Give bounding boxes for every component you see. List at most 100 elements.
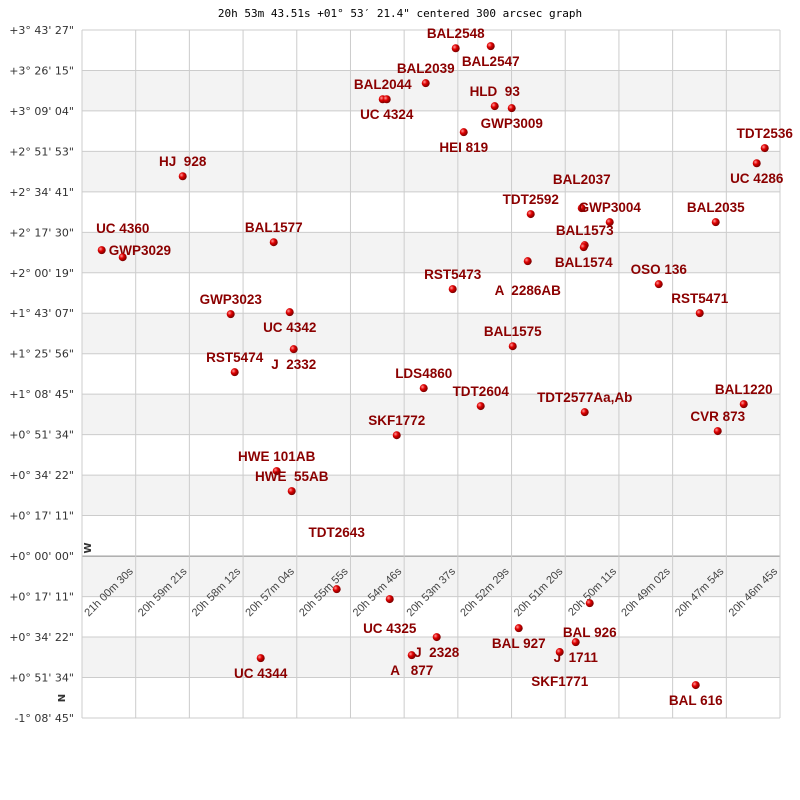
star-label: BAL 616 [669,693,723,708]
star-point: TDT2536 [737,126,794,153]
band [82,394,780,435]
star-point: TDT2604 [453,384,509,411]
y-tick-label: +0° 51' 34" [9,429,74,442]
star-marker [285,308,294,317]
star-marker [476,402,485,411]
y-tick-label: +2° 51' 53" [9,145,74,158]
background-bands [82,30,780,718]
y-tick-label: +2° 17' 30" [9,226,74,239]
star-marker [407,651,416,660]
star-point: GWP3023 [200,292,263,319]
star-marker [289,345,298,354]
star-marker [256,654,265,663]
y-tick-label: +1° 25' 56" [9,348,74,361]
star-marker [490,102,499,111]
star-label: UC 4325 [363,621,417,636]
band [82,151,780,192]
star-label: BAL1220 [715,382,773,397]
star-point: SKF1772 [368,413,425,440]
star-label: HEI 819 [439,140,488,155]
star-label: BAL2039 [397,61,455,76]
star-point: HJ 928 [159,154,207,181]
y-tick-label: +1° 43' 07" [9,307,74,320]
star-label: BAL1577 [245,220,303,235]
star-marker [432,633,441,642]
band [82,313,780,354]
star-label: TDT2643 [309,525,366,540]
star-label: TDT2536 [737,126,794,141]
star-point: BAL 927 [492,624,546,651]
star-point: UC 4342 [263,308,316,335]
star-marker [272,467,281,476]
star-marker [695,309,704,318]
star-label: TDT2592 [503,192,559,207]
star-label: UC 4324 [360,107,414,122]
star-label: OSO 136 [631,262,688,277]
y-tick-label: +0° 17' 11" [9,510,74,523]
y-axis-ticks: +3° 43' 27" +3° 26' 15" +3° 09' 04" +2° 51'… [9,24,74,725]
y-tick-label: +1° 08' 45" [9,388,74,401]
star-marker [571,638,580,647]
star-marker [523,257,532,266]
star-marker [691,681,700,690]
star-point: TDT2592 [503,192,559,219]
star-label: TDT2577Aa,Ab [537,390,632,405]
star-point: HWE 101AB [238,449,316,476]
star-label: RST5474 [206,350,264,365]
star-point: GWP3004 [579,200,642,227]
star-marker [739,400,748,409]
star-label: BAL 926 [563,625,617,640]
star-label: LDS4860 [395,366,452,381]
star-point: BAL1575 [484,324,542,351]
star-point: OSO 136 [631,262,688,289]
y-tick-label: +0° 34' 22" [9,631,74,644]
star-point: BAL 616 [669,681,723,708]
star-label: BAL1575 [484,324,542,339]
star-label: HWE 55AB [255,469,329,484]
star-label: HWE 101AB [238,449,316,464]
star-label: GWP3023 [200,292,263,307]
star-marker [486,42,495,51]
star-marker [287,487,296,496]
star-point: BAL2548 [427,26,485,53]
star-label: BAL1573 [556,223,614,238]
star-marker [392,431,401,440]
star-point: BAL1577 [245,220,303,247]
star-marker [419,384,428,393]
star-label: SKF1772 [368,413,425,428]
star-marker [577,204,586,213]
star-point: HLD 93 [470,84,520,111]
plot-area [82,30,780,718]
star-point: RST5474 [206,350,264,377]
star-label: BAL1574 [555,255,613,270]
star-label: SKF1771 [531,674,589,689]
band [82,232,780,273]
chart-title: 20h 53m 43.51s +01° 53′ 21.4" centered 3… [218,7,582,20]
y-tick-label: +0° 00' 00" [9,550,74,563]
star-label: BAL2044 [354,77,412,92]
star-point: UC 4360 [96,221,149,262]
star-point: J 1711 [554,638,598,665]
star-point: J 2332 [271,345,316,372]
star-label: GWP3009 [481,116,543,131]
star-label: HJ 928 [159,154,207,169]
star-label: BAL 927 [492,636,546,651]
star-point: BAL1220 [715,382,773,409]
star-marker [585,599,594,608]
star-point: TDT2577Aa,Ab [537,390,632,417]
star-marker [459,128,468,137]
star-label: UC 4286 [730,171,784,186]
y-tick-label: +3° 09' 04" [9,105,74,118]
star-point: RST5473 [424,267,482,294]
y-tick-label: +0° 17' 11" [9,591,74,604]
star-point: GWP3009 [481,104,543,131]
star-marker [526,210,535,219]
band [82,475,780,516]
star-label: GWP3004 [579,200,642,215]
star-marker [382,95,391,104]
star-marker [752,159,761,168]
star-marker [654,280,663,289]
star-point: HEI 819 [439,128,488,155]
